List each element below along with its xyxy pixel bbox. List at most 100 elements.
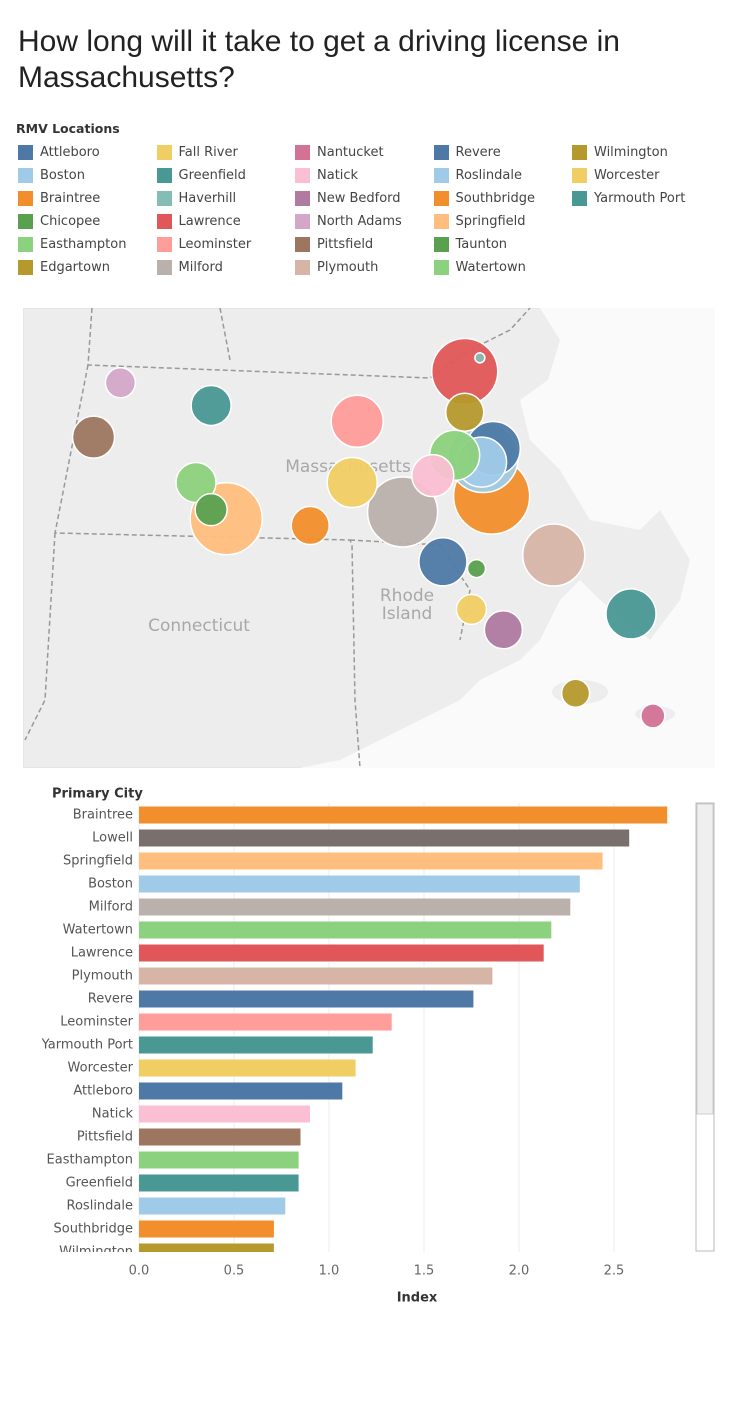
legend-swatch: [433, 260, 449, 275]
legend-swatch: [433, 168, 449, 183]
legend-swatch: [433, 214, 449, 229]
legend-swatch: [156, 168, 172, 183]
legend-label: Nantucket: [317, 145, 384, 160]
legend-swatch: [295, 237, 310, 252]
legend-swatch: [18, 237, 33, 252]
legend-item[interactable]: Edgartown: [18, 256, 157, 279]
map-label: Rhode: [380, 586, 434, 606]
y-tick-label: Wilmington: [59, 1245, 133, 1260]
legend-label: Lawrence: [178, 214, 241, 229]
legend-label: Easthampton: [40, 237, 127, 252]
y-tick-label: Roslindale: [67, 1199, 133, 1214]
legend: Attleboro Boston Braintree Chicopee Easthamp…: [18, 141, 711, 279]
legend-swatch: [295, 145, 310, 160]
legend-item[interactable]: Leominster: [156, 233, 296, 256]
x-axis-title: Index: [397, 1291, 438, 1306]
x-tick-label: 2.0: [509, 1264, 530, 1279]
legend-swatch: [156, 191, 172, 206]
bar: [139, 1128, 301, 1146]
legend-label: Greenfield: [178, 168, 246, 183]
bar: [139, 1013, 392, 1031]
legend-swatch: [18, 260, 33, 275]
bar: [139, 921, 552, 939]
location-bubble: [330, 394, 384, 449]
legend-label: Worcester: [594, 168, 660, 183]
bar: [139, 1105, 310, 1123]
location-bubble: [190, 384, 232, 427]
y-axis-title: Primary City: [52, 787, 143, 802]
location-bubble: [290, 505, 330, 546]
x-tick-label: 2.5: [604, 1264, 625, 1279]
legend-item[interactable]: Watertown: [433, 256, 573, 279]
bar: [139, 1059, 356, 1077]
legend-item[interactable]: Nantucket: [295, 141, 434, 164]
legend-item[interactable]: Natick: [295, 164, 434, 187]
legend-item[interactable]: Boston: [18, 164, 157, 187]
legend-item[interactable]: Fall River: [156, 141, 296, 164]
bar: [139, 990, 474, 1008]
legend-swatch: [433, 145, 449, 160]
legend-label: Natick: [317, 168, 359, 183]
legend-item[interactable]: Chicopee: [18, 210, 157, 233]
y-tick-label: Natick: [92, 1107, 134, 1122]
legend-item[interactable]: Roslindale: [433, 164, 573, 187]
map-label: Island: [382, 604, 433, 624]
legend-item[interactable]: North Adams: [295, 210, 434, 233]
y-tick-label: Yarmouth Port: [41, 1038, 133, 1053]
legend-swatch: [572, 191, 587, 206]
bar: [139, 1036, 373, 1054]
legend-item[interactable]: Easthampton: [18, 233, 157, 256]
legend-item[interactable]: Plymouth: [295, 256, 434, 279]
map-label: Connecticut: [148, 616, 250, 636]
legend-title: RMV Locations: [16, 121, 120, 136]
location-bubble: [444, 392, 485, 432]
location-bubble: [104, 367, 137, 399]
bar: [139, 1174, 299, 1192]
y-tick-label: Southbridge: [54, 1222, 134, 1237]
legend-item[interactable]: Greenfield: [156, 164, 296, 187]
y-tick-label: Lawrence: [71, 946, 133, 961]
legend-item[interactable]: Lawrence: [156, 210, 296, 233]
legend-swatch: [433, 237, 449, 252]
legend-swatch: [18, 214, 33, 229]
legend-label: Pittsfield: [317, 237, 374, 252]
legend-item[interactable]: Haverhill: [156, 187, 296, 210]
x-tick-label: 0.5: [224, 1264, 245, 1279]
bar: [139, 944, 544, 962]
bar: [139, 875, 580, 893]
y-tick-label: Leominster: [60, 1015, 133, 1030]
map-background: [23, 308, 715, 768]
legend-label: Chicopee: [40, 214, 101, 229]
location-bubble: [474, 352, 486, 364]
x-tick-label: 1.0: [319, 1264, 340, 1279]
legend-swatch: [295, 168, 310, 183]
bar: [139, 1197, 286, 1215]
bar: [139, 806, 668, 824]
legend-swatch: [295, 260, 310, 275]
location-bubble: [522, 523, 586, 587]
legend-item[interactable]: Braintree: [18, 187, 157, 210]
legend-item[interactable]: Taunton: [433, 233, 573, 256]
legend-label: Taunton: [455, 237, 508, 252]
legend-item[interactable]: Wilmington: [572, 141, 711, 164]
location-bubble: [326, 456, 378, 509]
legend-item[interactable]: Pittsfield: [295, 233, 434, 256]
y-tick-label: Milford: [89, 900, 133, 915]
legend-item[interactable]: Springfield: [433, 210, 573, 233]
legend-label: Southbridge: [455, 191, 536, 206]
legend-item[interactable]: Revere: [433, 141, 573, 164]
location-bubble: [418, 537, 468, 587]
location-bubble: [194, 492, 228, 527]
legend-item[interactable]: Southbridge: [433, 187, 573, 210]
legend-item[interactable]: Yarmouth Port: [572, 187, 711, 210]
scrollbar-thumb[interactable]: [696, 803, 714, 1115]
legend-item[interactable]: Attleboro: [18, 141, 157, 164]
legend-swatch: [572, 168, 587, 183]
legend-swatch: [572, 145, 587, 160]
legend-swatch: [156, 145, 172, 160]
legend-item[interactable]: Milford: [156, 256, 296, 279]
legend-label: Braintree: [40, 191, 101, 206]
legend-item[interactable]: New Bedford: [295, 187, 434, 210]
legend-item[interactable]: Worcester: [572, 164, 711, 187]
